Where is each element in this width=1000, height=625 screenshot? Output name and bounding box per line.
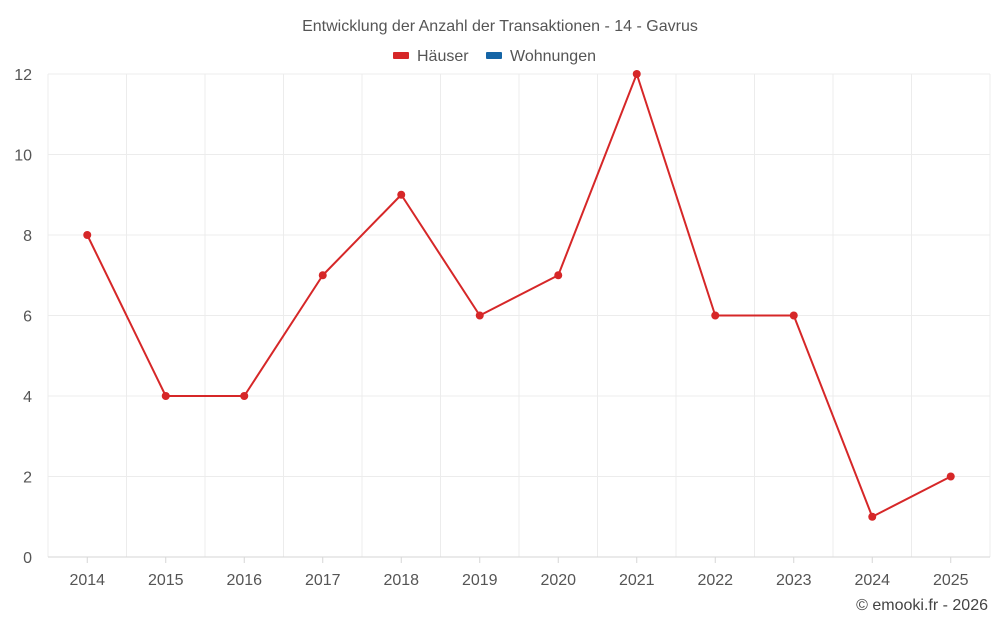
- y-tick-label: 6: [23, 309, 32, 326]
- legend-label-hauser: Häuser: [417, 48, 469, 65]
- data-point[interactable]: [475, 311, 484, 320]
- y-tick-label: 2: [23, 470, 32, 487]
- x-tick-label: 2022: [697, 572, 733, 589]
- legend: Häuser Wohnungen: [393, 48, 596, 65]
- legend-swatch-wohnungen: [486, 52, 502, 59]
- chart-title: Entwicklung der Anzahl der Transaktionen…: [302, 18, 698, 35]
- x-tick-label: 2018: [383, 572, 419, 589]
- x-tick-label: 2020: [540, 572, 576, 589]
- data-point[interactable]: [554, 271, 563, 280]
- data-point[interactable]: [161, 392, 170, 400]
- credit-text: © emooki.fr - 2026: [856, 597, 988, 614]
- data-point[interactable]: [397, 190, 406, 199]
- x-tick-label: 2019: [462, 572, 498, 589]
- x-tick-label: 2025: [933, 572, 969, 589]
- grid: [47, 73, 991, 557]
- data-point[interactable]: [83, 231, 92, 239]
- data-point[interactable]: [946, 472, 955, 481]
- data-point[interactable]: [868, 512, 877, 521]
- data-point[interactable]: [318, 271, 327, 280]
- legend-item-hauser[interactable]: Häuser: [393, 48, 469, 65]
- y-tick-label: 12: [14, 67, 32, 84]
- legend-label-wohnungen: Wohnungen: [510, 48, 596, 65]
- x-tick-label: 2014: [69, 572, 105, 589]
- x-tick-label: 2015: [148, 572, 184, 589]
- data-point[interactable]: [711, 311, 720, 320]
- legend-item-wohnungen[interactable]: Wohnungen: [486, 48, 596, 65]
- data-point[interactable]: [240, 392, 249, 400]
- x-tick-label: 2021: [619, 572, 655, 589]
- data-point[interactable]: [789, 311, 798, 320]
- legend-swatch-hauser: [393, 52, 409, 59]
- y-tick-label: 0: [23, 550, 32, 567]
- y-tick-label: 4: [23, 389, 32, 406]
- y-tick-label: 10: [14, 148, 32, 165]
- data-point[interactable]: [632, 70, 641, 78]
- x-tick-label: 2024: [854, 572, 890, 589]
- axes: 0 2 4 6 8 10 12 2014 2015 2016 2017 2018 2019 2020 202…: [14, 67, 990, 589]
- series-line: [86, 73, 952, 518]
- x-tick-label: 2017: [305, 572, 341, 589]
- y-tick-label: 8: [23, 228, 32, 245]
- series-hauser: [83, 70, 955, 521]
- x-tick-label: 2023: [776, 572, 812, 589]
- x-tick-label: 2016: [226, 572, 262, 589]
